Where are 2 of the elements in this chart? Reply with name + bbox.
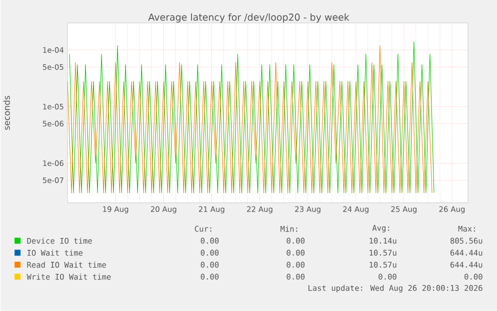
- y-axis-title: seconds: [3, 96, 10, 130]
- chart-title: Average latency for /dev/loop20 - by week: [148, 14, 350, 23]
